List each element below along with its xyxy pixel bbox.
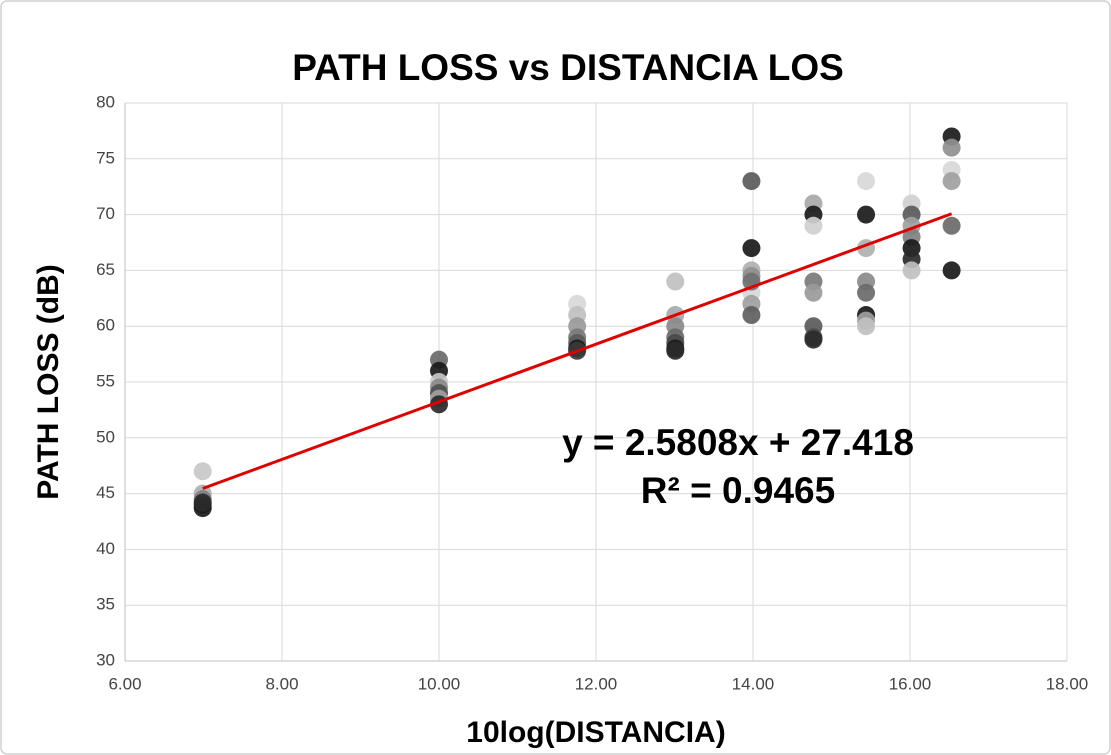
x-tick-label: 14.00 [732,674,775,693]
y-tick-label: 75 [96,148,115,167]
point [942,216,961,235]
chart-title: PATH LOSS vs DISTANCIA LOS [292,47,844,88]
point [857,283,876,302]
trendline [202,212,953,490]
point [804,216,823,235]
point [804,330,823,349]
x-tick-label: 16.00 [889,674,932,693]
point [942,138,961,157]
y-tick-label: 45 [96,483,115,502]
y-tick-label: 50 [96,427,115,446]
point [857,317,876,336]
x-tick-label: 8.00 [265,674,298,693]
annotation: y = 2.5808x + 27.418 [562,422,914,463]
y-tick-label: 60 [96,316,115,335]
y-tick-label: 80 [96,92,115,111]
point [804,283,823,302]
x-tick-label: 10.00 [418,674,461,693]
point [857,172,876,191]
point [193,462,212,481]
x-tick-label: 12.00 [575,674,618,693]
y-tick-label: 55 [96,371,115,390]
x-axis-label: 10log(DISTANCIA) [466,716,725,749]
point [902,261,921,280]
point [742,306,761,325]
annotation: R² = 0.9465 [641,470,835,511]
point [857,205,876,224]
y-tick-label: 70 [96,204,115,223]
point [942,172,961,191]
point [666,341,685,360]
y-tick-label: 40 [96,539,115,558]
point [666,272,685,291]
point [742,172,761,191]
y-axis-label: PATH LOSS (dB) [32,264,65,500]
x-tick-label: 6.00 [108,674,141,693]
point [193,493,212,512]
y-tick-label: 30 [96,650,115,669]
point [942,261,961,280]
x-tick-label: 18.00 [1046,674,1089,693]
y-tick-label: 65 [96,260,115,279]
point [742,239,761,258]
y-tick-label: 35 [96,595,115,614]
